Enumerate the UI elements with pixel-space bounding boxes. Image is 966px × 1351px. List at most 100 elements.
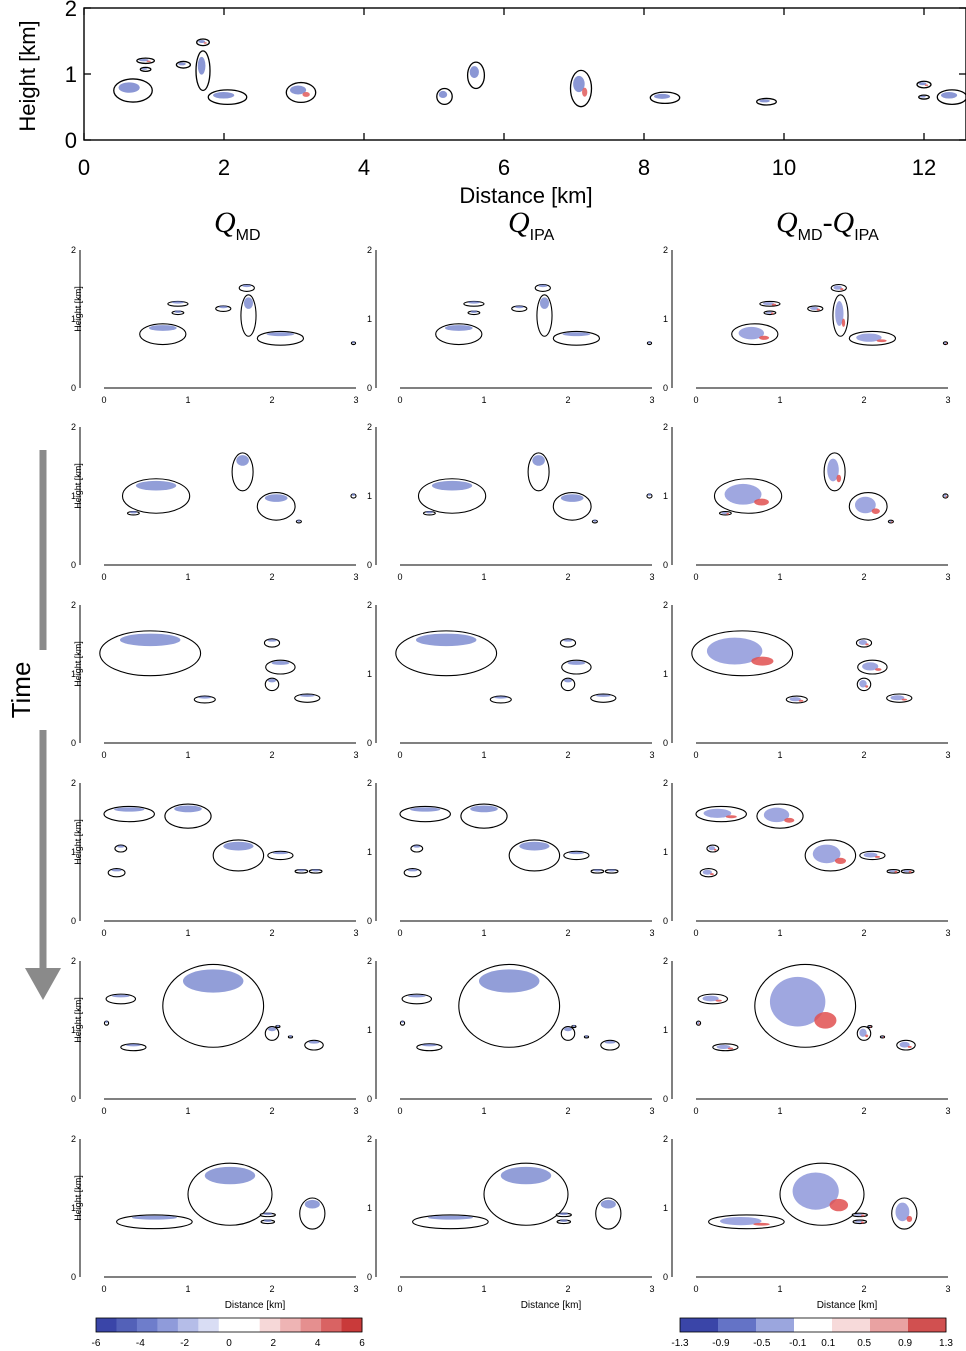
cloud-md-t2-4: [295, 519, 302, 524]
cloud-ipa-t6-2: [555, 1212, 572, 1218]
panel-md-t6: 0 1 2 3 0 1 2 Height [km] Distance [km]: [71, 1134, 359, 1311]
top-cloud-2: [139, 66, 152, 73]
top-cloud-contours: [113, 38, 966, 108]
cloud-ipa-t5-5: [399, 1020, 406, 1026]
column-title-diff-sub: MD: [798, 227, 823, 244]
panel-x-tick-label: 0: [693, 928, 698, 938]
panel-x-tick-label: 2: [861, 750, 866, 760]
top-cloud-0: [113, 78, 153, 103]
cloud-diff-t2-1: [718, 510, 732, 516]
panel-y-tick-label: 2: [663, 1134, 668, 1144]
panel-y-tick-label: 1: [367, 847, 372, 857]
colorbar-diff-label-1: -0.9: [712, 1338, 730, 1349]
top-x-tick-label-5: 10: [772, 155, 796, 180]
cloud-ipa-t1-2: [467, 310, 481, 316]
panel-y-tick-label: 2: [663, 422, 668, 432]
colorbar-diff-label-5: 0.5: [857, 1338, 871, 1349]
panel-y-tick-label: 0: [663, 916, 668, 926]
cloud-md-t4-5: [107, 868, 126, 878]
cloud-md-t5-5: [103, 1020, 110, 1026]
colorbar-diff-label-6: 0.9: [898, 1338, 912, 1349]
panel-x-tick-label: 3: [353, 1106, 358, 1116]
panel-x-tick-label: 2: [565, 572, 570, 582]
cloud-md-t4-6: [294, 869, 309, 874]
cloud-md-t2-2: [231, 452, 254, 492]
cloud-diff-t4-2: [804, 839, 857, 872]
cloud-md-t5-2: [120, 1043, 147, 1052]
cloud-md-t1-7: [350, 341, 357, 346]
cloud-diff-t4-0: [695, 805, 747, 823]
panel-x-tick-label: 1: [185, 750, 190, 760]
cloud-md-t5-7: [287, 1035, 294, 1039]
colorbar-swatch-12: [341, 1318, 363, 1332]
panel-y-tick-label: 2: [71, 600, 76, 610]
cloud-diff-t5-2: [712, 1043, 739, 1052]
column-title-md: QMD: [214, 206, 261, 244]
cloud-ipa-t1-5: [536, 294, 553, 337]
column-title-diff-mid: -Q: [823, 206, 855, 239]
cloud-ipa-t1-6: [552, 330, 601, 346]
cloud-diff-t1-5: [832, 294, 849, 337]
colorbar-swatch-11: [321, 1318, 343, 1332]
cloud-ipa-t3-5: [590, 693, 617, 703]
cloud-diff-t2-3: [848, 492, 888, 521]
panel-x-tick-label: 0: [101, 395, 106, 405]
panel-y-tick-label: 1: [71, 491, 76, 501]
cloud-diff-t2-5: [942, 493, 949, 499]
panel-y-tick-label: 0: [71, 916, 76, 926]
top-cloud-7: [285, 81, 317, 104]
cloud-diff-t3-2: [855, 638, 873, 648]
colorbar-swatch-2: [756, 1318, 795, 1332]
top-cloud-15: [936, 89, 966, 106]
panel-ipa-t6: 0 1 2 3 0 1 2 Distance [km]: [367, 1134, 655, 1311]
panel-y-tick-label: 0: [663, 1094, 668, 1104]
cloud-md-t1-1: [167, 300, 189, 307]
cloud-md-t5-3: [304, 1039, 324, 1051]
panel-x-tick-label: 2: [269, 928, 274, 938]
panel-x-tick-label: 3: [353, 395, 358, 405]
cloud-ipa-t1-3: [511, 305, 528, 312]
colorbar-q-label-4: 2: [271, 1338, 277, 1349]
panel-y-tick-label: 2: [71, 422, 76, 432]
cloud-diff-t2-4: [887, 519, 894, 524]
panel-md-t1: 0 1 2 3 0 1 2 Height [km]: [71, 245, 359, 405]
cloud-md-t4-3: [267, 850, 294, 861]
cloud-diff-t4-7: [900, 869, 915, 874]
panel-x-tick-label: 3: [945, 395, 950, 405]
colorbar-swatch-1: [718, 1318, 757, 1332]
cloud-ipa-t1-1: [463, 300, 485, 307]
panel-x-tick-label: 0: [397, 1106, 402, 1116]
cloud-md-t1-3: [215, 305, 232, 312]
colorbar-swatch-3: [794, 1318, 833, 1332]
panel-x-tick-label: 3: [353, 572, 358, 582]
panel-y-tick-label: 0: [663, 560, 668, 570]
panel-x-tick-label: 2: [269, 750, 274, 760]
top-cloud-10: [569, 69, 593, 108]
panel-x-tick-label: 0: [693, 1284, 698, 1294]
top-cloud-6: [207, 89, 248, 106]
cloud-ipa-t5-0: [401, 993, 433, 1005]
panel-x-tick-label: 3: [649, 750, 654, 760]
top-cloud-13: [916, 80, 932, 89]
panel-y-tick-label: 1: [663, 847, 668, 857]
panel-x-tick-label: 3: [945, 1106, 950, 1116]
time-label-bg: [10, 650, 70, 730]
cloud-diff-t3-3: [857, 659, 888, 675]
panel-y-tick-label: 1: [71, 314, 76, 324]
panel-y-tick-label: 1: [367, 669, 372, 679]
panel-x-tick-label: 0: [397, 750, 402, 760]
panel-y-tick-label: 0: [367, 1094, 372, 1104]
colorbar-swatch-10: [300, 1318, 322, 1332]
cloud-diff-t1-3: [807, 305, 824, 312]
cloud-diff-t5-3: [896, 1039, 916, 1051]
cloud-ipa-t2-5: [646, 493, 653, 499]
cloud-ipa-t4-1: [460, 803, 508, 829]
panel-x-tick-label: 1: [185, 1106, 190, 1116]
cloud-ipa-t1-7: [646, 341, 653, 346]
cloud-md-t2-0: [121, 478, 191, 514]
cloud-md-t1-5: [240, 294, 257, 337]
panel-x-tick-label: 0: [101, 750, 106, 760]
cloud-md-t3-4: [264, 677, 280, 692]
cloud-ipa-t3-2: [559, 638, 577, 648]
